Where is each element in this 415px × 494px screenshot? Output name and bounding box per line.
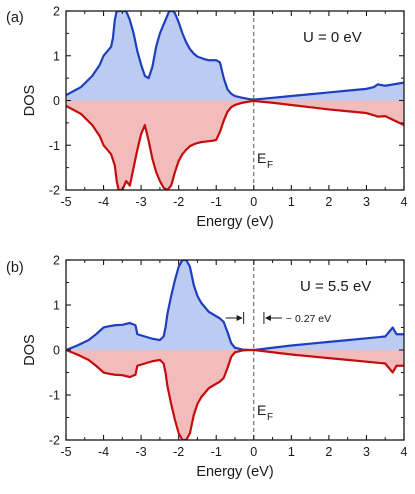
panel-label: (b) xyxy=(6,260,24,276)
y-tick-label: 0 xyxy=(53,94,60,108)
y-tick-label: 2 xyxy=(53,254,60,268)
y-tick-label: -2 xyxy=(49,184,60,198)
spin-down-fill xyxy=(66,350,404,440)
x-tick-label: -3 xyxy=(136,195,147,209)
spin-down-line xyxy=(66,348,404,440)
y-tick-label: -2 xyxy=(49,434,60,448)
gap-label: ~ 0.27 eV xyxy=(286,313,331,325)
y-axis-label: DOS xyxy=(22,334,38,365)
y-tick-label: -1 xyxy=(49,139,60,153)
y-tick-label: 1 xyxy=(53,49,60,63)
x-tick-label: -3 xyxy=(136,445,147,459)
spin-up-line xyxy=(66,260,404,352)
fermi-label-main: E xyxy=(257,150,266,166)
x-tick-label: 2 xyxy=(325,195,332,209)
u-annotation: U = 0 eV xyxy=(303,29,362,46)
chart-panel-a: -5 -4 -3 -2 -1 0 1 2 3 4 -2 -1 0 1 2 Energy (eV) DOS (a) U… xyxy=(6,5,408,231)
spin-up-fill xyxy=(66,11,404,101)
fermi-label-sub: F xyxy=(267,160,273,171)
gap-arrowhead-right xyxy=(264,315,271,321)
x-tick-label: -5 xyxy=(60,195,71,209)
spin-down-line xyxy=(66,99,404,190)
x-tick-label: -1 xyxy=(211,445,222,459)
x-tick-label: -2 xyxy=(173,195,184,209)
fermi-label-sub: F xyxy=(267,412,273,423)
x-axis-label: Energy (eV) xyxy=(196,464,273,480)
x-tick-label: 3 xyxy=(363,195,370,209)
x-tick-label: 2 xyxy=(325,445,332,459)
x-tick-label: -4 xyxy=(98,445,109,459)
fermi-label-main: E xyxy=(257,402,266,418)
x-axis-label: Energy (eV) xyxy=(196,214,273,230)
gap-arrowhead-left xyxy=(236,315,243,321)
x-tick-label: 0 xyxy=(250,195,257,209)
y-tick-label: 0 xyxy=(53,344,60,358)
x-tick-label: -4 xyxy=(98,195,109,209)
y-axis-label: DOS xyxy=(22,85,38,116)
x-tick-label: 1 xyxy=(288,195,295,209)
spin-down-fill xyxy=(66,100,404,190)
u-annotation: U = 5.5 eV xyxy=(300,278,371,295)
x-tick-label: -5 xyxy=(60,445,71,459)
y-tick-label: 1 xyxy=(53,299,60,313)
x-tick-label: -2 xyxy=(173,445,184,459)
x-tick-label: 4 xyxy=(401,445,408,459)
x-tick-label: 4 xyxy=(401,195,408,209)
spin-up-fill xyxy=(66,260,404,350)
x-tick-label: 1 xyxy=(288,445,295,459)
spin-up-line xyxy=(66,11,404,101)
x-tick-label: -1 xyxy=(211,195,222,209)
plot-area xyxy=(66,11,404,190)
x-tick-label: 0 xyxy=(250,445,257,459)
y-tick-label: -1 xyxy=(49,389,60,403)
x-tick-label: 3 xyxy=(363,445,370,459)
plot-area xyxy=(66,260,404,440)
y-tick-label: 2 xyxy=(53,5,60,19)
chart-panel-b: -5 -4 -3 -2 -1 0 1 2 3 4 -2 -1 0 1 2 Energy (eV) DOS (b) U… xyxy=(6,254,408,481)
panel-label: (a) xyxy=(6,10,24,26)
